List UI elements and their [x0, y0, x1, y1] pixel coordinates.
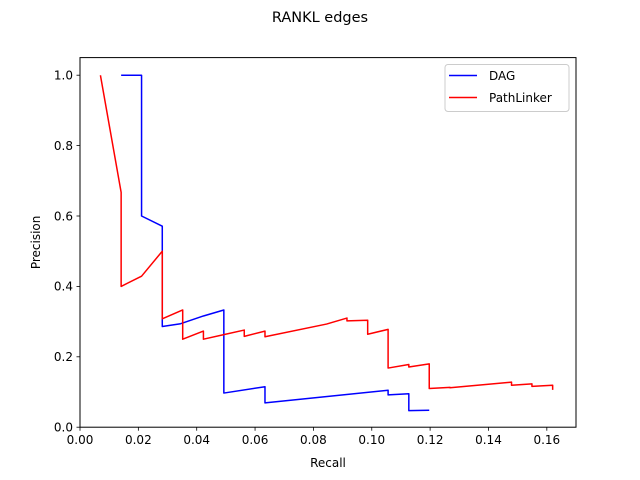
x-axis-ticks: 0.00 0.02 0.04 0.06 0.08 0.10 0.12 0.14 0.16 [67, 427, 560, 447]
y-axis-label: Precision [29, 216, 43, 270]
y-tick-label: 0.8 [54, 139, 73, 153]
legend-label-dag: DAG [489, 69, 515, 83]
x-axis-label: Recall [310, 456, 346, 470]
x-tick-label: 0.10 [358, 433, 385, 447]
x-tick-label: 0.12 [417, 433, 444, 447]
y-axis-ticks: 0.0 0.2 0.4 0.6 0.8 1.0 [54, 69, 80, 435]
series-line-pathlinker [99, 75, 554, 390]
x-tick-label: 0.14 [475, 433, 502, 447]
plot-lines [99, 74, 554, 412]
x-tick-label: 0.00 [67, 433, 94, 447]
y-tick-label: 0.6 [54, 209, 73, 223]
x-tick-label: 0.04 [183, 433, 210, 447]
y-tick-label: 0.4 [54, 280, 73, 294]
legend: DAG PathLinker [444, 64, 570, 112]
series-line-dag [121, 74, 430, 412]
x-tick-label: 0.16 [533, 433, 560, 447]
plot-frame [79, 57, 577, 428]
y-tick-label: 0.2 [54, 350, 73, 364]
y-tick-label: 0.0 [54, 421, 73, 435]
legend-label-pathlinker: PathLinker [489, 91, 552, 105]
y-tick-label: 1.0 [54, 69, 73, 83]
x-tick-label: 0.06 [242, 433, 269, 447]
x-tick-label: 0.02 [125, 433, 152, 447]
chart-title: RANKL edges [272, 10, 368, 26]
x-tick-label: 0.08 [300, 433, 327, 447]
